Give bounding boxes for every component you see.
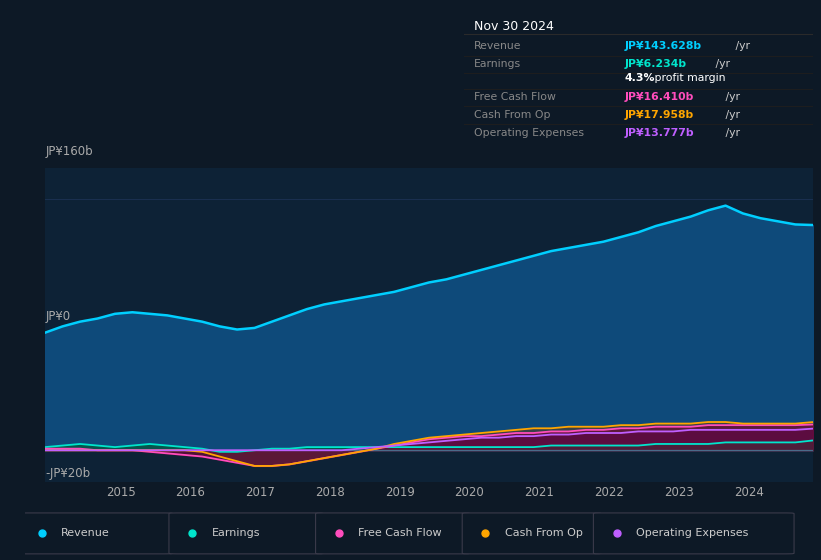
Text: profit margin: profit margin [650, 73, 725, 83]
Text: Nov 30 2024: Nov 30 2024 [475, 20, 554, 33]
Text: -JP¥20b: -JP¥20b [45, 466, 90, 480]
Text: Operating Expenses: Operating Expenses [475, 128, 585, 138]
Text: Revenue: Revenue [475, 41, 522, 52]
FancyBboxPatch shape [462, 513, 601, 554]
Text: Operating Expenses: Operating Expenses [635, 529, 748, 538]
Text: /yr: /yr [722, 110, 740, 120]
Text: Free Cash Flow: Free Cash Flow [358, 529, 442, 538]
Text: /yr: /yr [713, 59, 731, 69]
Text: Free Cash Flow: Free Cash Flow [475, 92, 556, 102]
Text: Cash From Op: Cash From Op [475, 110, 551, 120]
Text: 4.3%: 4.3% [624, 73, 655, 83]
Text: Earnings: Earnings [211, 529, 260, 538]
FancyBboxPatch shape [315, 513, 470, 554]
FancyBboxPatch shape [594, 513, 794, 554]
Text: Revenue: Revenue [61, 529, 110, 538]
Text: Cash From Op: Cash From Op [505, 529, 583, 538]
Text: JP¥143.628b: JP¥143.628b [624, 41, 701, 52]
Text: /yr: /yr [722, 128, 740, 138]
Text: JP¥160b: JP¥160b [45, 145, 93, 158]
Text: JP¥17.958b: JP¥17.958b [624, 110, 694, 120]
Text: JP¥0: JP¥0 [45, 310, 71, 323]
Text: /yr: /yr [732, 41, 750, 52]
FancyBboxPatch shape [18, 513, 172, 554]
Text: Earnings: Earnings [475, 59, 521, 69]
Text: JP¥16.410b: JP¥16.410b [624, 92, 694, 102]
Text: JP¥13.777b: JP¥13.777b [624, 128, 694, 138]
Text: JP¥6.234b: JP¥6.234b [624, 59, 686, 69]
Text: /yr: /yr [722, 92, 740, 102]
FancyBboxPatch shape [169, 513, 323, 554]
